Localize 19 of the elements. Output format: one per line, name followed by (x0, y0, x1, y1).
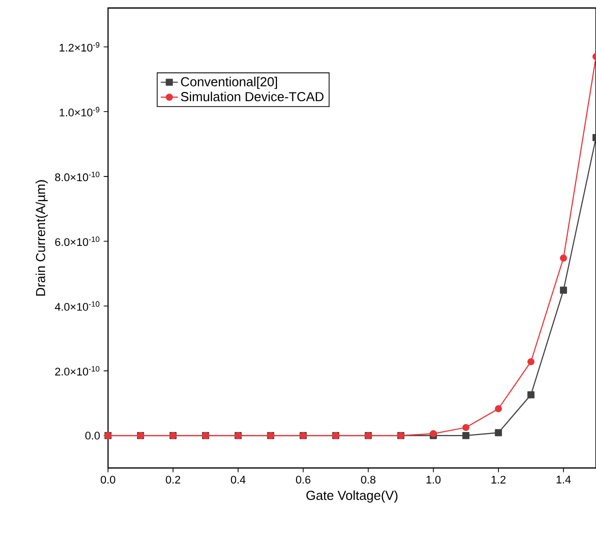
y-axis-title: Drain Current(A/µm) (36, 180, 48, 296)
y-tick-label: 1.2×10$^{-9}$ (60, 42, 100, 52)
legend-label: Conventional[20] (181, 76, 277, 89)
x-tick-label: 0.0 (100, 476, 116, 484)
y-tick-label: 8.0×10$^{-10}$ (55, 172, 100, 182)
x-tick-label: 1.4 (556, 476, 571, 484)
x-tick-label: 0.4 (230, 476, 246, 484)
y-tick-label: 4.0×10$^{-10}$ (54, 301, 100, 311)
y-tick-label: 1.0×10$^{-9}$ (60, 106, 100, 116)
legend-label: Simulation Device-TCAD (180, 92, 324, 102)
x-tick-label: 0.2 (166, 476, 180, 484)
x-tick-label: 1.0 (426, 476, 441, 484)
y-tick-label: 0.0 (85, 432, 100, 440)
x-tick-label: 1.2 (492, 476, 506, 484)
y-tick-label: 6.0×10$^{-10}$ (55, 236, 100, 246)
x-tick-label: 0.8 (361, 476, 376, 484)
y-tick-label: 2.0×10$^{-10}$ (55, 366, 100, 376)
x-tick-label: 0.6 (296, 476, 310, 484)
x-axis-title: Gate Voltage(V) (306, 490, 398, 503)
